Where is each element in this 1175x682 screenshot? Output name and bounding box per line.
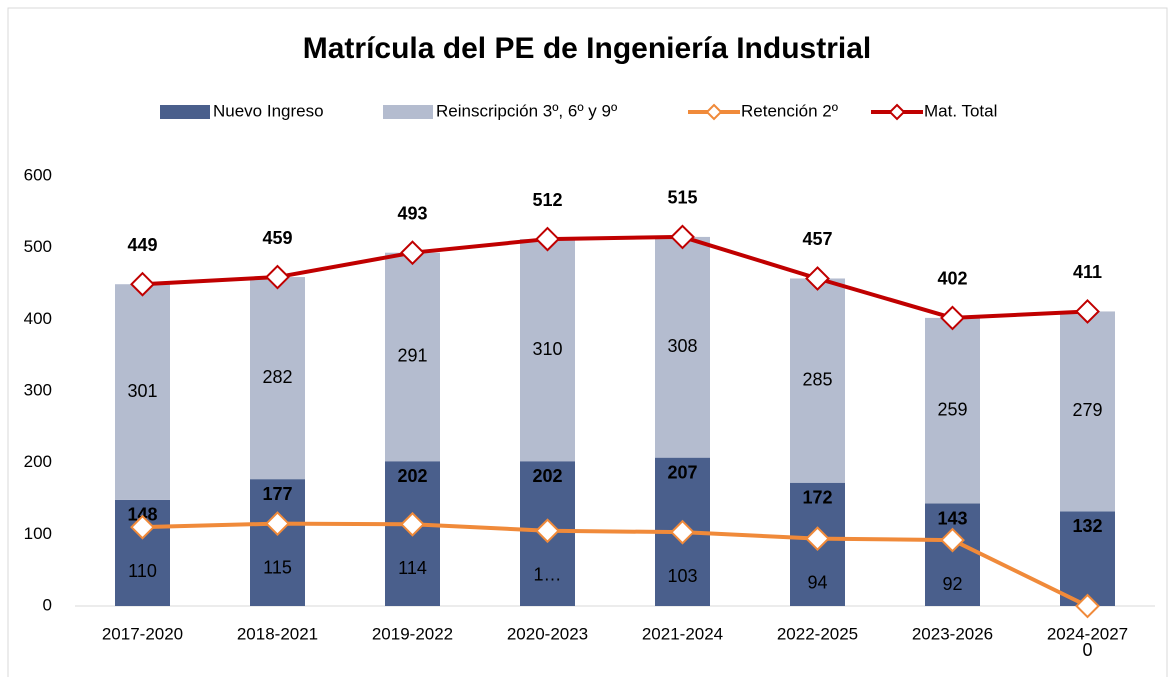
y-tick-label: 500 (24, 237, 52, 256)
line-marker (130, 514, 155, 540)
bar-value-label: 308 (667, 336, 697, 356)
bar-segment (520, 239, 575, 462)
x-tick-label: 2023-2026 (912, 624, 993, 643)
line-marker (400, 511, 425, 537)
bar-value-label: 282 (262, 367, 292, 387)
bar-segment (790, 278, 845, 483)
bar-segment (385, 252, 440, 462)
line-value-label: 515 (667, 188, 697, 208)
legend-label: Mat. Total (924, 101, 997, 120)
x-tick-label: 2018-2021 (237, 624, 318, 643)
line-marker (1075, 299, 1100, 324)
line-marker (265, 264, 290, 290)
bar-value-label: 143 (937, 508, 967, 528)
bar-value-label: 259 (937, 399, 967, 419)
line-value-label: 493 (397, 203, 427, 223)
bar-value-label: 172 (802, 487, 832, 507)
line (142, 234, 1088, 320)
bar-value-label: 291 (397, 346, 427, 366)
legend-swatch (160, 105, 210, 119)
bar-segment (925, 317, 980, 504)
line-marker (400, 240, 425, 266)
x-tick-label: 2021-2024 (642, 624, 723, 643)
line-marker (805, 526, 830, 552)
line-value-label: 103 (667, 566, 697, 586)
bar-value-label: 301 (127, 381, 157, 401)
line-value-label: 110 (128, 561, 157, 581)
line-value-label: 402 (937, 269, 967, 289)
y-tick-label: 300 (24, 380, 52, 399)
line-marker (670, 519, 695, 545)
bar-value-label: 207 (667, 462, 697, 482)
line-value-label: 0 (1082, 640, 1092, 660)
bar-value-label: 310 (532, 339, 562, 359)
line-value-label: 459 (262, 228, 292, 248)
line-marker (940, 527, 965, 553)
chart-frame (7, 7, 1168, 682)
bar-value-label: 148 (127, 505, 157, 525)
bar-value-label: 202 (397, 466, 427, 486)
legend-label: Reinscripción 3º, 6º y 9º (436, 101, 617, 120)
bar-segment (250, 479, 305, 606)
legend-marker (705, 103, 723, 121)
line-value-label: 94 (807, 572, 827, 592)
x-tick-label: 2024-2027 (1047, 624, 1128, 643)
line-value-label: 115 (263, 557, 292, 577)
line-marker (265, 511, 290, 536)
line-marker (130, 271, 155, 297)
line-value-label: 449 (127, 235, 157, 255)
y-tick-label: 200 (24, 452, 52, 471)
line-marker (805, 266, 830, 291)
legend-label: Retención 2º (741, 101, 838, 120)
bar-value-label: 279 (1072, 400, 1102, 420)
x-tick-label: 2017-2020 (102, 624, 183, 643)
line-value-label: 512 (532, 190, 562, 210)
line-marker (535, 518, 560, 544)
line-value-label: 114 (398, 558, 427, 578)
line-value-label: 411 (1073, 262, 1102, 282)
x-tick-label: 2022-2025 (777, 624, 858, 643)
line-marker (1075, 593, 1100, 619)
legend-label: Nuevo Ingreso (213, 101, 324, 120)
bar-value-label: 285 (802, 369, 832, 389)
bar-segment (1060, 311, 1115, 512)
bar-value-label: 177 (262, 484, 292, 504)
bar-segment (115, 284, 170, 500)
y-tick-label: 400 (24, 309, 52, 328)
x-tick-label: 2020-2023 (507, 624, 588, 643)
bar-value-label: 132 (1072, 516, 1102, 536)
legend-swatch (383, 105, 433, 119)
line-marker (535, 226, 560, 252)
bar-segment (250, 277, 305, 480)
bar-segment (1060, 511, 1115, 606)
bar-segment (655, 236, 710, 458)
bar-segment (925, 503, 980, 606)
line-value-label: 457 (802, 229, 832, 249)
y-tick-label: 100 (24, 524, 52, 543)
x-tick-label: 2019-2022 (372, 624, 453, 643)
line (142, 521, 1089, 608)
line-value-label: 1… (533, 565, 561, 585)
chart-title: Matrícula del PE de Ingeniería Industria… (303, 32, 871, 65)
bar-value-label: 202 (532, 466, 562, 486)
line-value-label: 92 (942, 574, 962, 594)
line-marker (940, 305, 965, 331)
y-tick-label: 0 (43, 595, 52, 614)
y-tick-label: 600 (24, 165, 52, 184)
line-marker (670, 224, 695, 250)
legend-marker (888, 103, 906, 121)
